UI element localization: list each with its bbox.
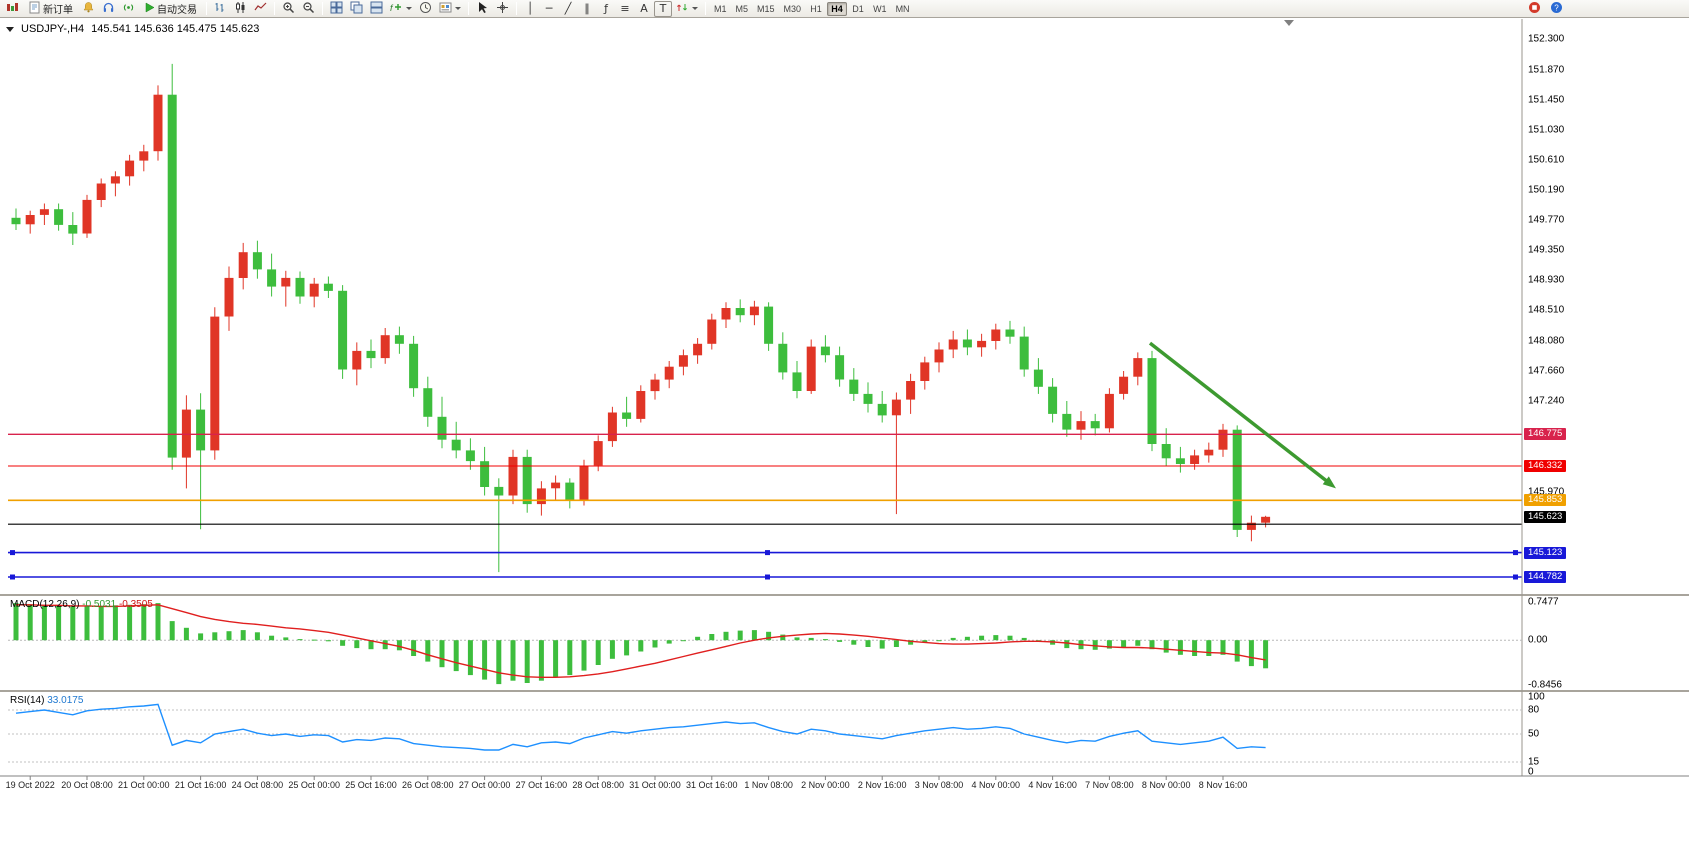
main-toolbar: 新订单 自动交易 f: [0, 0, 1689, 18]
cursor-icon: [476, 1, 489, 17]
timeframe-m5[interactable]: M5: [735, 3, 749, 14]
line-chart-button[interactable]: [251, 1, 270, 17]
toolbar-separator: [468, 2, 469, 15]
play-icon: [144, 2, 155, 16]
crosshair-tool-button[interactable]: [493, 1, 512, 17]
macd-main-value: -0.5031: [82, 599, 117, 610]
macd-indicator-label: MACD(12,26,9) -0.5031 -0.3505: [10, 599, 153, 610]
broadcast-icon: [122, 1, 135, 17]
macd-signal-value: -0.3505: [118, 599, 153, 610]
ohlc-values: 145.541 145.636 145.475 145.623: [91, 23, 260, 35]
clock-icon: [419, 1, 432, 17]
toolbar-right-group: ?: [1525, 1, 1566, 17]
channel-tool-button[interactable]: ∥: [584, 2, 590, 15]
template-icon: [439, 1, 452, 17]
support-button[interactable]: [99, 1, 118, 17]
crosshair-icon: [496, 1, 509, 17]
bell-icon: [82, 1, 95, 17]
timeframe-w1[interactable]: W1: [873, 3, 887, 14]
text-tool-button[interactable]: A: [640, 2, 648, 15]
zoom-out-button[interactable]: [299, 1, 318, 17]
arrange-windows-button[interactable]: [367, 1, 386, 17]
autotrading-button[interactable]: 自动交易: [139, 1, 202, 17]
candlestick-chart-button[interactable]: [231, 1, 250, 17]
svg-text:?: ?: [1554, 3, 1559, 12]
red-badge-icon: [1528, 1, 1541, 17]
new-order-button[interactable]: 新订单: [23, 1, 78, 17]
periods-button[interactable]: [416, 1, 435, 17]
zoom-in-icon: [282, 1, 295, 17]
timeframe-d1[interactable]: D1: [852, 3, 864, 14]
toolbar-separator: [274, 2, 275, 15]
macd-name: MACD(12,26,9): [10, 599, 80, 610]
tile-windows-icon: [330, 1, 343, 17]
mini-chart-icon: [6, 1, 19, 17]
headset-icon: [102, 1, 115, 17]
chevron-down-icon: [406, 7, 412, 10]
indicators-button[interactable]: f: [387, 1, 415, 17]
toolbar-separator: [516, 2, 517, 15]
horizontal-line-tool-button[interactable]: ─: [545, 2, 553, 15]
chart-window-button[interactable]: [3, 1, 22, 17]
cursor-tool-button[interactable]: [473, 1, 492, 17]
symbol-period-label: USDJPY-,H4: [21, 23, 85, 35]
templates-button[interactable]: [436, 1, 464, 17]
signals-button[interactable]: [119, 1, 138, 17]
line-tools-group: │ ─ ╱ ∥ ƒ ≡ A T: [521, 0, 672, 17]
timeframe-m15[interactable]: M15: [757, 3, 775, 14]
svg-text:f: f: [390, 3, 394, 13]
rsi-indicator-label: RSI(14) 33.0175: [10, 695, 83, 706]
cascade-windows-button[interactable]: [347, 1, 366, 17]
timeframe-m1[interactable]: M1: [714, 3, 727, 14]
chevron-down-icon: [692, 7, 698, 10]
toolbar-separator: [206, 2, 207, 15]
cascade-windows-icon: [350, 1, 363, 17]
fibonacci-tool-button[interactable]: ƒ: [604, 2, 608, 15]
rsi-name: RSI(14): [10, 695, 45, 706]
bar-chart-icon: [214, 1, 227, 17]
autotrading-label: 自动交易: [157, 5, 197, 16]
trendline-tool-button[interactable]: ╱: [564, 2, 572, 15]
vertical-line-tool-button[interactable]: │: [526, 2, 534, 15]
timeframe-h1[interactable]: H1: [810, 3, 822, 14]
community-button[interactable]: [1525, 1, 1544, 17]
timeframe-h4[interactable]: H4: [827, 1, 848, 16]
new-order-icon: [28, 1, 41, 17]
timeframe-m30[interactable]: M30: [783, 3, 802, 14]
line-chart-icon: [254, 1, 267, 17]
arrows-tool-button[interactable]: [673, 1, 701, 17]
arrange-windows-icon: [370, 1, 383, 17]
help-button[interactable]: ?: [1547, 1, 1566, 17]
arrows-tool-icon: [676, 1, 689, 17]
timeframes-group: M1 M5 M15 M30 H1 H4 D1 W1 MN: [710, 1, 914, 16]
fibo-expansion-tool-button[interactable]: ≡: [620, 2, 630, 15]
text-label-tool-button[interactable]: T: [654, 0, 672, 17]
toolbar-separator: [705, 2, 706, 15]
rsi-value: 33.0175: [47, 695, 84, 706]
candlestick-icon: [234, 1, 247, 17]
new-order-label: 新订单: [43, 5, 73, 16]
timeframe-mn[interactable]: MN: [895, 3, 910, 14]
tile-windows-button[interactable]: [327, 1, 346, 17]
toolbar-separator: [322, 2, 323, 15]
chart-header: USDJPY-,H4 145.541 145.636 145.475 145.6…: [6, 23, 259, 35]
bar-chart-button[interactable]: [211, 1, 230, 17]
zoom-in-button[interactable]: [279, 1, 298, 17]
zoom-out-icon: [302, 1, 315, 17]
chevron-down-icon: [455, 7, 461, 10]
collapse-triangle-icon[interactable]: [6, 26, 14, 32]
indicators-icon: f: [390, 1, 403, 17]
alerts-button[interactable]: [79, 1, 98, 17]
blue-badge-icon: ?: [1550, 1, 1563, 17]
